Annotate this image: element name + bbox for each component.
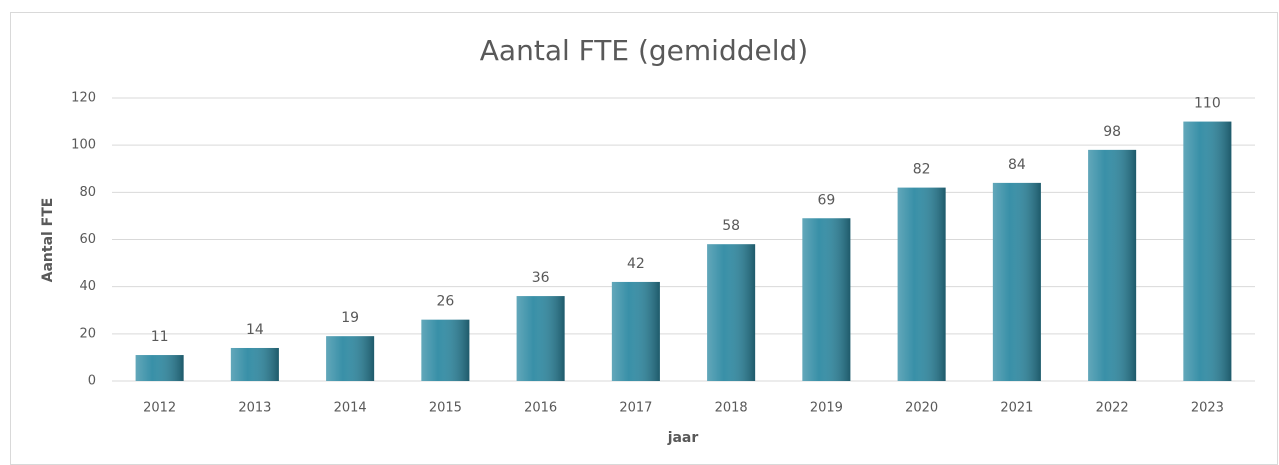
y-tick-label: 120	[71, 91, 96, 106]
x-tick-label: 2017	[619, 401, 652, 416]
bar	[897, 187, 946, 381]
chart-frame	[10, 12, 1278, 465]
value-label: 26	[436, 294, 454, 310]
x-tick-label: 2016	[524, 401, 557, 416]
x-tick-label: 2015	[429, 401, 462, 416]
y-tick-label: 60	[79, 232, 96, 247]
value-label: 98	[1103, 124, 1121, 140]
x-tick-label: 2013	[238, 401, 271, 416]
value-label: 110	[1194, 96, 1221, 112]
bar	[611, 281, 660, 381]
value-label: 84	[1008, 157, 1026, 173]
value-label: 36	[532, 270, 550, 286]
bar	[992, 182, 1041, 381]
y-tick-label: 100	[71, 138, 96, 153]
value-label: 82	[913, 162, 931, 178]
y-tick-label: 40	[79, 279, 96, 294]
x-tick-label: 2018	[715, 401, 748, 416]
bar	[230, 347, 279, 381]
y-axis-title: Aantal FTE	[40, 198, 56, 283]
y-tick-label: 0	[88, 374, 96, 389]
bar	[707, 244, 756, 381]
x-tick-label: 2020	[905, 401, 938, 416]
bar	[802, 218, 851, 381]
value-label: 69	[817, 192, 835, 208]
x-axis-title: jaar	[667, 430, 699, 446]
bar	[135, 355, 184, 381]
x-tick-label: 2022	[1096, 401, 1129, 416]
bar	[421, 319, 470, 381]
chart-title: Aantal FTE (gemiddeld)	[480, 34, 808, 67]
x-tick-label: 2014	[334, 401, 367, 416]
value-label: 58	[722, 218, 740, 234]
x-tick-label: 2019	[810, 401, 843, 416]
value-label: 14	[246, 322, 264, 338]
bar	[1183, 121, 1232, 381]
y-tick-label: 80	[79, 185, 96, 200]
bar	[516, 296, 565, 381]
value-label: 11	[151, 329, 169, 345]
bar	[326, 336, 375, 381]
value-label: 42	[627, 256, 645, 272]
x-tick-label: 2021	[1000, 401, 1033, 416]
bar	[1088, 149, 1137, 381]
x-tick-label: 2023	[1191, 401, 1224, 416]
value-label: 19	[341, 310, 359, 326]
x-tick-label: 2012	[143, 401, 176, 416]
y-tick-label: 20	[79, 326, 96, 341]
